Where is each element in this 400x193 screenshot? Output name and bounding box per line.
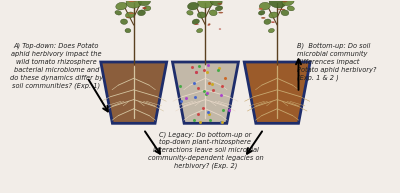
Ellipse shape bbox=[192, 19, 199, 24]
Point bbox=[188, 65, 195, 69]
Ellipse shape bbox=[120, 19, 128, 24]
Point bbox=[226, 108, 232, 111]
Point bbox=[218, 94, 224, 97]
Polygon shape bbox=[244, 62, 310, 123]
Ellipse shape bbox=[287, 6, 294, 11]
Ellipse shape bbox=[269, 12, 278, 18]
Text: B)  Bottom-up: Do soil
microbial community
differences impact
Potato aphid herbi: B) Bottom-up: Do soil microbial communit… bbox=[296, 43, 376, 81]
Point bbox=[218, 84, 225, 87]
Point bbox=[191, 118, 197, 121]
Ellipse shape bbox=[259, 8, 263, 10]
Point bbox=[207, 118, 213, 121]
Ellipse shape bbox=[197, 29, 203, 33]
Ellipse shape bbox=[142, 7, 146, 9]
Ellipse shape bbox=[209, 10, 217, 16]
Ellipse shape bbox=[139, 0, 150, 6]
Point bbox=[203, 92, 209, 95]
Ellipse shape bbox=[259, 2, 270, 10]
Ellipse shape bbox=[122, 0, 125, 1]
Ellipse shape bbox=[128, 1, 134, 2]
Point bbox=[205, 64, 211, 67]
Point bbox=[191, 81, 198, 84]
Ellipse shape bbox=[268, 29, 274, 33]
Ellipse shape bbox=[126, 0, 142, 8]
Ellipse shape bbox=[195, 24, 199, 25]
Ellipse shape bbox=[198, 0, 213, 8]
Ellipse shape bbox=[269, 0, 285, 8]
Point bbox=[219, 120, 226, 123]
Ellipse shape bbox=[126, 12, 134, 18]
Text: A) Top-down: Does Potato
aphid herbivory impact the
wild tomato rhizosphere
bact: A) Top-down: Does Potato aphid herbivory… bbox=[10, 43, 103, 89]
Ellipse shape bbox=[115, 11, 122, 15]
Ellipse shape bbox=[210, 0, 222, 6]
Point bbox=[183, 97, 190, 100]
Polygon shape bbox=[101, 62, 167, 123]
Ellipse shape bbox=[282, 0, 294, 6]
Ellipse shape bbox=[125, 29, 131, 33]
Ellipse shape bbox=[261, 17, 266, 19]
Ellipse shape bbox=[282, 1, 288, 2]
Ellipse shape bbox=[278, 9, 282, 10]
Ellipse shape bbox=[219, 28, 221, 30]
Point bbox=[178, 99, 184, 102]
Ellipse shape bbox=[264, 19, 271, 24]
Point bbox=[203, 71, 210, 74]
Point bbox=[195, 86, 201, 90]
Point bbox=[200, 107, 206, 110]
Point bbox=[177, 85, 183, 88]
Ellipse shape bbox=[138, 10, 145, 16]
Ellipse shape bbox=[208, 25, 210, 26]
Point bbox=[222, 76, 228, 79]
Ellipse shape bbox=[126, 17, 129, 18]
Point bbox=[192, 71, 199, 74]
Point bbox=[220, 108, 226, 111]
Point bbox=[204, 92, 210, 95]
Ellipse shape bbox=[132, 0, 137, 2]
Ellipse shape bbox=[280, 9, 285, 10]
Point bbox=[214, 69, 221, 72]
Point bbox=[216, 67, 222, 70]
Point bbox=[209, 82, 215, 85]
Ellipse shape bbox=[116, 2, 127, 10]
Point bbox=[194, 112, 201, 115]
Ellipse shape bbox=[258, 11, 265, 15]
Point bbox=[210, 88, 216, 91]
Point bbox=[205, 110, 212, 113]
Ellipse shape bbox=[144, 6, 151, 11]
Ellipse shape bbox=[197, 12, 206, 18]
Ellipse shape bbox=[188, 2, 198, 10]
Ellipse shape bbox=[129, 13, 134, 14]
Ellipse shape bbox=[215, 6, 223, 11]
Point bbox=[206, 82, 212, 85]
Point bbox=[201, 68, 207, 71]
Point bbox=[206, 112, 212, 115]
Ellipse shape bbox=[208, 23, 210, 25]
Polygon shape bbox=[172, 62, 238, 123]
Text: C) Legacy: Do bottom-up or
top-down plant-rhizosphere
interactions leave soil mi: C) Legacy: Do bottom-up or top-down plan… bbox=[148, 131, 263, 169]
Ellipse shape bbox=[217, 3, 222, 5]
Point bbox=[197, 120, 204, 124]
Ellipse shape bbox=[271, 21, 275, 23]
Point bbox=[218, 120, 224, 123]
Point bbox=[200, 89, 207, 92]
Ellipse shape bbox=[187, 11, 193, 15]
Ellipse shape bbox=[281, 10, 289, 16]
Point bbox=[193, 70, 200, 74]
Point bbox=[196, 65, 202, 68]
Ellipse shape bbox=[218, 12, 223, 14]
Point bbox=[192, 95, 198, 98]
